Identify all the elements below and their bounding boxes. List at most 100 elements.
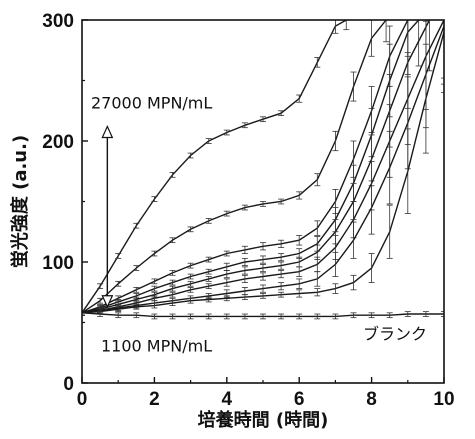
series-line-4: [82, 20, 431, 314]
error-bar: [82, 309, 85, 316]
error-bar: [296, 266, 303, 277]
series-line-3: [82, 20, 420, 314]
x-axis-title: 培養時間 (時間): [198, 409, 329, 431]
x-tick-label-0: 0: [77, 389, 88, 410]
error-bar: [350, 274, 357, 291]
error-bar: [332, 20, 339, 34]
error-bar: [169, 237, 176, 244]
annotation-low-concentration: 1100 MPN/mL: [101, 336, 212, 355]
error-bar: [169, 172, 176, 178]
error-bar: [205, 276, 212, 282]
error-bar: [151, 250, 158, 257]
annotation-blank: ブランク: [363, 324, 427, 343]
annotation-layer: 27000 MPN/mL 1100 MPN/mL ブランク: [91, 93, 427, 355]
error-bar: [422, 43, 429, 154]
error-bar: [314, 313, 321, 320]
error-bar: [332, 251, 339, 277]
error-bar: [223, 295, 230, 302]
error-bar: [169, 313, 176, 320]
error-bar: [169, 285, 176, 292]
error-bar: [260, 116, 266, 123]
error-bar: [115, 280, 122, 287]
error-bar: [278, 313, 285, 320]
error-bar: [97, 283, 104, 290]
error-bar: [314, 57, 321, 68]
error-bar: [97, 311, 104, 317]
series-line-1: [82, 20, 387, 314]
error-bar: [205, 218, 212, 224]
error-bar: [151, 278, 158, 285]
error-bar: [404, 128, 411, 215]
error-bar: [151, 302, 158, 309]
error-bar: [404, 311, 411, 317]
error-bar: [187, 287, 194, 293]
arrow-down-head: [101, 295, 114, 309]
error-bar: [223, 250, 230, 257]
error-bar: [187, 262, 194, 269]
series-8: [82, 309, 444, 320]
error-bar: [415, 20, 422, 67]
error-bar: [296, 191, 303, 200]
error-bar: [133, 312, 140, 319]
error-bar: [343, 20, 350, 31]
error-bar: [314, 288, 321, 297]
y-tick-label-0: 0: [63, 374, 74, 395]
error-bar: [441, 20, 444, 85]
error-bar: [386, 312, 393, 319]
annotation-high-concentration: 27000 MPN/mL: [91, 93, 212, 112]
error-bar: [115, 253, 122, 259]
error-bar: [332, 130, 339, 152]
error-bar: [368, 312, 375, 319]
error-bar: [278, 253, 285, 262]
error-bar: [223, 129, 230, 136]
error-bar: [332, 283, 339, 294]
error-bar: [115, 312, 122, 319]
error-bar: [441, 311, 444, 317]
error-bar: [260, 284, 266, 293]
error-bar: [241, 313, 248, 320]
error-bar: [296, 313, 303, 320]
error-bar: [260, 272, 266, 281]
error-bar: [151, 196, 158, 202]
error-bar: [133, 303, 140, 310]
error-bar: [314, 220, 321, 236]
error-bar: [187, 152, 194, 159]
error-bar: [133, 222, 140, 229]
y-tick-label-1: 100: [42, 253, 74, 274]
error-bar: [296, 289, 303, 298]
x-tick-label-5: 10: [433, 389, 454, 410]
error-bar: [241, 274, 248, 283]
error-bar: [368, 253, 375, 283]
error-bar: [260, 264, 266, 273]
series-1: [82, 20, 390, 316]
error-bar: [422, 311, 429, 317]
error-bar: [241, 245, 248, 254]
error-bar: [383, 20, 390, 43]
error-bar: [187, 313, 194, 320]
error-bar: [386, 204, 393, 259]
error-bar: [187, 297, 194, 304]
error-bar: [241, 294, 248, 300]
error-bar: [205, 296, 212, 303]
error-bar: [241, 122, 248, 129]
series-line-0: [82, 20, 347, 314]
x-tick-label-4: 8: [366, 389, 377, 410]
error-bar: [386, 130, 393, 205]
series-3: [82, 20, 422, 316]
error-bar: [278, 270, 285, 279]
error-bar: [151, 313, 158, 320]
series-7: [82, 20, 444, 316]
error-bar: [278, 291, 285, 298]
error-bar: [205, 256, 212, 263]
x-tick-label-2: 4: [222, 389, 233, 410]
error-bar: [278, 282, 285, 291]
error-bar: [223, 210, 230, 217]
error-bar: [187, 273, 194, 280]
series-layer: [82, 20, 444, 320]
error-bar: [260, 242, 266, 251]
error-bar: [260, 255, 266, 264]
error-bar: [441, 20, 444, 79]
error-bar: [441, 20, 444, 93]
